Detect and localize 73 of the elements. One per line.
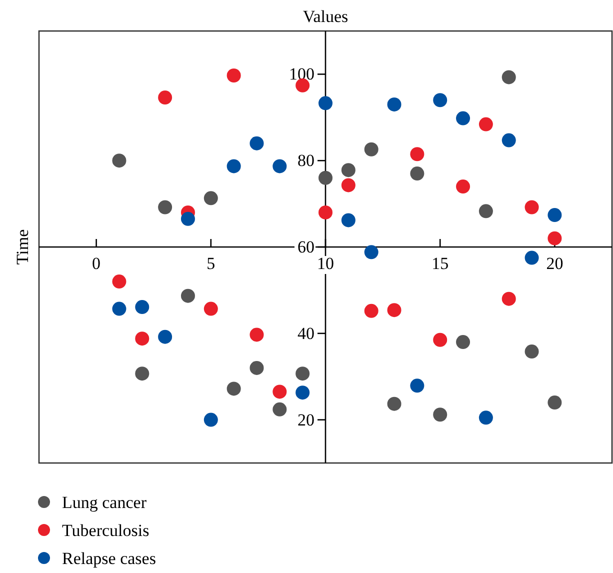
point: [548, 208, 562, 222]
point: [341, 163, 356, 178]
point: [548, 396, 562, 410]
point: [456, 335, 470, 350]
legend-label: Lung cancer: [62, 493, 147, 512]
point: [250, 328, 264, 342]
point: [410, 378, 424, 393]
point: [180, 288, 195, 303]
y-axis-title: Time: [13, 229, 32, 265]
y-tick-label: 80: [298, 151, 314, 170]
point: [478, 410, 493, 425]
point: [502, 133, 516, 148]
point: [387, 97, 402, 112]
point: [272, 159, 287, 174]
point: [548, 231, 562, 246]
point: [478, 204, 493, 218]
point: [456, 180, 470, 194]
point: [158, 200, 172, 214]
point: [433, 332, 448, 347]
y-tick-label: 60: [298, 237, 314, 256]
point: [341, 213, 356, 228]
point: [158, 90, 172, 105]
y-tick-label: 40: [298, 324, 314, 343]
point: [410, 147, 424, 162]
point: [180, 212, 195, 226]
point: [204, 302, 218, 316]
point: [112, 302, 126, 316]
point: [433, 93, 448, 108]
point: [524, 250, 539, 265]
y-tick-label: 20: [298, 410, 314, 430]
point: [272, 402, 287, 416]
point: [226, 159, 241, 174]
point: [364, 304, 378, 318]
point: [272, 384, 287, 399]
point: [341, 178, 356, 192]
point: [318, 170, 332, 185]
point: [296, 366, 310, 381]
point: [318, 205, 332, 220]
point: [226, 382, 241, 396]
y-tick-label: 100: [289, 64, 314, 84]
legend-label: Tuberculosis: [62, 521, 150, 540]
point: [135, 332, 150, 346]
point: [410, 166, 424, 181]
x-tick-label: 5: [206, 254, 216, 274]
point: [387, 396, 402, 411]
point: [112, 274, 126, 289]
point: [387, 303, 402, 318]
point: [250, 136, 264, 150]
point: [478, 117, 493, 132]
legend-label: Relapse cases: [62, 549, 156, 568]
x-tick-label: 10: [317, 254, 334, 274]
point: [204, 191, 218, 206]
point: [158, 330, 172, 344]
point: [204, 412, 218, 427]
point: [135, 366, 150, 381]
point: [524, 200, 539, 214]
point: [456, 111, 470, 126]
point: [364, 142, 378, 156]
point: [433, 408, 448, 422]
point: [318, 96, 332, 110]
x-tick-label: 20: [546, 254, 564, 274]
x-axis-title: Values: [302, 7, 348, 26]
point: [112, 154, 126, 168]
point: [296, 386, 310, 400]
x-tick-label: 0: [92, 254, 101, 274]
x-tick-label: 15: [432, 254, 449, 274]
point: [364, 245, 378, 260]
point: [502, 292, 516, 306]
point: [250, 360, 264, 375]
point: [502, 70, 516, 84]
point: [135, 300, 150, 314]
point: [226, 68, 241, 82]
point: [524, 344, 539, 359]
